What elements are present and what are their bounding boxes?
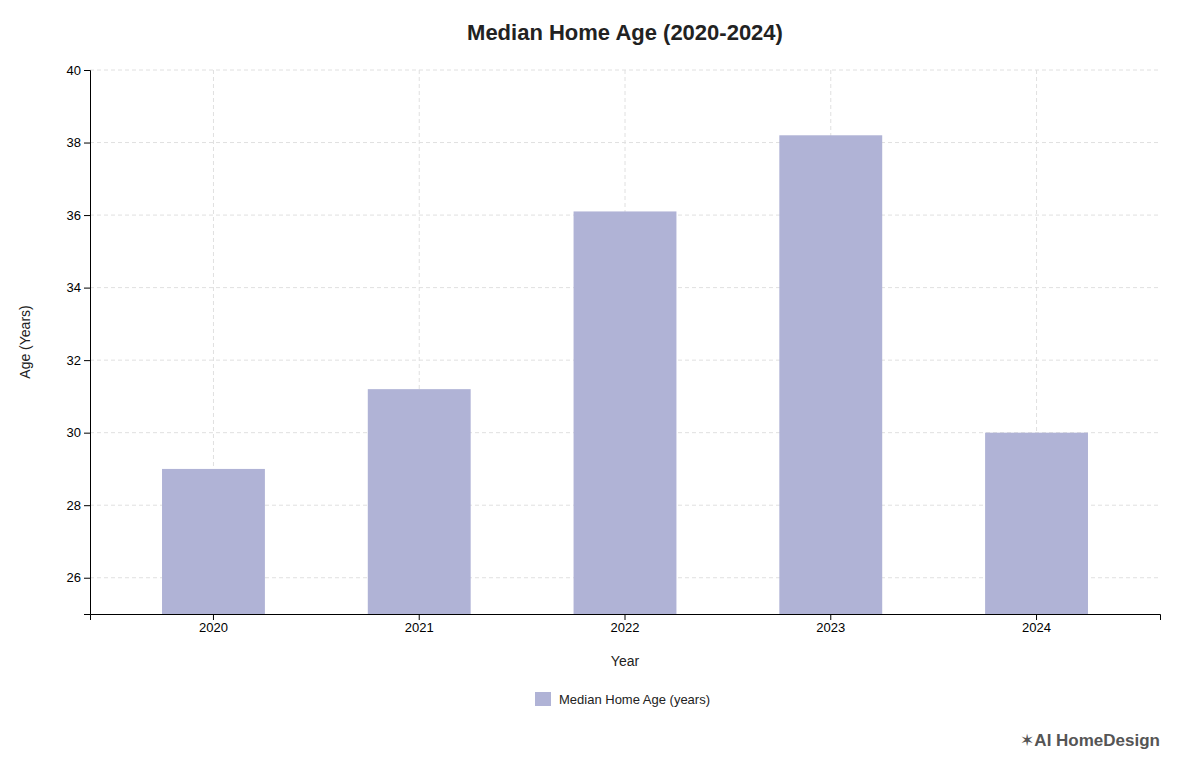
tick-mark — [84, 288, 90, 289]
x-tick: 2023 — [816, 614, 845, 635]
x-tick: 2022 — [611, 614, 640, 635]
tick-mark — [213, 614, 214, 620]
tick-mark — [1036, 614, 1037, 620]
tick-label: 2023 — [816, 620, 845, 635]
y-tick: 26 — [67, 570, 90, 585]
x-tick: 2020 — [199, 614, 228, 635]
tick-label: 26 — [67, 570, 81, 585]
tick-mark — [625, 614, 626, 620]
y-tick: 38 — [67, 135, 90, 150]
tick-label: 40 — [67, 63, 81, 78]
y-tick: 28 — [67, 498, 90, 513]
x-axis: 2020 2021 2022 2023 2024 — [91, 614, 1161, 635]
tick-mark — [84, 505, 90, 506]
bar — [779, 135, 882, 614]
tick-label: 2020 — [199, 620, 228, 635]
legend-label: Median Home Age (years) — [559, 692, 710, 707]
y-tick: 40 — [67, 63, 90, 78]
chart: 2020 2021 2022 2023 2024 26 28 30 32 34 36 38 40 Medi… — [0, 0, 1200, 764]
tick-mark — [84, 215, 90, 216]
bar — [368, 389, 471, 614]
plot-area: 2020 2021 2022 2023 2024 26 28 30 32 34 36 38 40 — [67, 63, 1161, 636]
tick-label: 2022 — [611, 620, 640, 635]
title: Median Home Age (2020-2024) — [467, 20, 783, 45]
y-axis-title: Age (Years) — [17, 305, 33, 378]
legend-item: Median Home Age (years) — [535, 692, 710, 707]
tick-mark — [419, 614, 420, 620]
y-axis: 26 28 30 32 34 36 38 40 — [67, 63, 91, 615]
bar — [985, 433, 1088, 614]
grid — [90, 70, 1160, 614]
y-tick: 30 — [67, 425, 90, 440]
bar — [162, 469, 265, 614]
tick-label: 38 — [67, 135, 81, 150]
tick-label: 36 — [67, 208, 81, 223]
x-tick: 2021 — [405, 614, 434, 635]
tick-mark — [84, 143, 90, 144]
tick-mark — [84, 70, 90, 71]
legend-swatch — [535, 692, 551, 706]
bar — [574, 211, 677, 614]
x-axis-title: Year — [611, 653, 640, 669]
legend: Median Home Age (years) — [535, 692, 710, 707]
tick-label: 32 — [67, 353, 81, 368]
tick-mark — [84, 578, 90, 579]
y-tick: 36 — [67, 208, 90, 223]
tick-label: 2021 — [405, 620, 434, 635]
bars — [162, 135, 1088, 614]
annotation: ✶AI HomeDesign — [1020, 731, 1160, 750]
tick-mark — [830, 614, 831, 620]
axis-line — [84, 71, 91, 615]
y-tick: 34 — [67, 280, 90, 295]
tick-label: 34 — [67, 280, 81, 295]
tick-label: 30 — [67, 425, 81, 440]
tick-mark — [84, 360, 90, 361]
tick-mark — [84, 433, 90, 434]
axis-line — [91, 615, 1161, 621]
tick-label: 28 — [67, 498, 81, 513]
x-tick: 2024 — [1022, 614, 1051, 635]
y-tick: 32 — [67, 353, 90, 368]
tick-label: 2024 — [1022, 620, 1051, 635]
